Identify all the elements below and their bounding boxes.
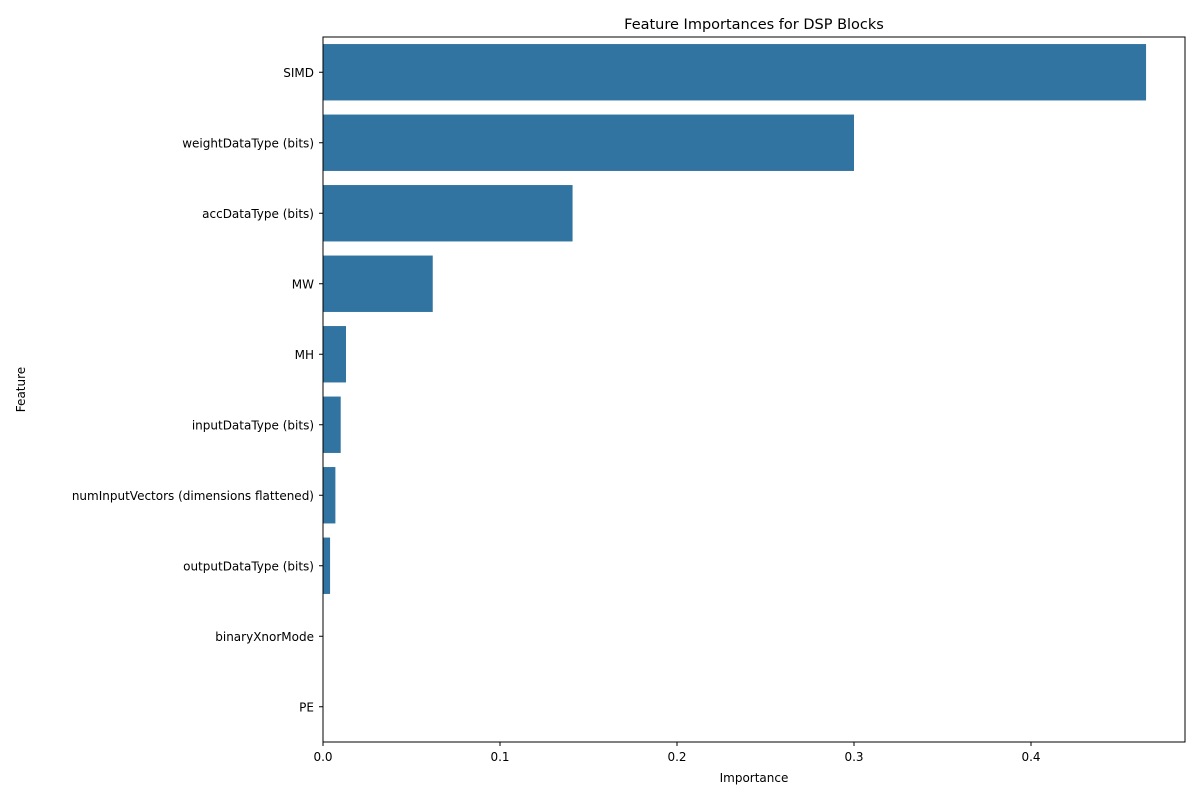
y-tick-label: binaryXnorMode	[215, 630, 314, 644]
y-axis-ticks: SIMD weightDataType (bits) accDataType (bi…	[72, 66, 323, 714]
bar-outputdatatype-bits	[323, 537, 331, 594]
chart-title: Feature Importances for DSP Blocks	[624, 17, 884, 33]
bar-mh	[323, 326, 347, 383]
x-tick-label: 0.0	[313, 750, 332, 764]
y-tick-label: numInputVectors (dimensions flattened)	[72, 489, 314, 503]
y-tick-label: accDataType (bits)	[202, 207, 314, 221]
y-tick-label: MW	[292, 277, 314, 291]
bar-simd	[323, 44, 1147, 101]
x-tick-label: 0.3	[844, 750, 863, 764]
bar-mw	[323, 255, 433, 312]
y-tick-label: outputDataType (bits)	[183, 559, 314, 573]
y-tick-label: SIMD	[283, 66, 314, 80]
bar-accdatatype-bits	[323, 185, 573, 242]
plot-area-frame	[322, 36, 1186, 743]
y-tick-label: inputDataType (bits)	[192, 418, 314, 432]
y-tick-label: weightDataType (bits)	[182, 136, 314, 150]
x-tick-label: 0.2	[667, 750, 686, 764]
x-axis-label: Importance	[720, 771, 789, 785]
y-axis-label: Feature	[14, 367, 28, 412]
x-axis-ticks: 0.0 0.1 0.2 0.3 0.4	[313, 742, 1041, 764]
x-tick-label: 0.1	[490, 750, 509, 764]
y-tick-label: MH	[295, 348, 314, 362]
x-tick-label: 0.4	[1021, 750, 1040, 764]
bar-numinputvectors-dimensions-flattened	[323, 467, 336, 524]
bar-inputdatatype-bits	[323, 396, 341, 453]
bar-weightdatatype-bits	[323, 114, 855, 171]
bars-layer	[323, 44, 1147, 594]
y-tick-label: PE	[299, 700, 314, 714]
